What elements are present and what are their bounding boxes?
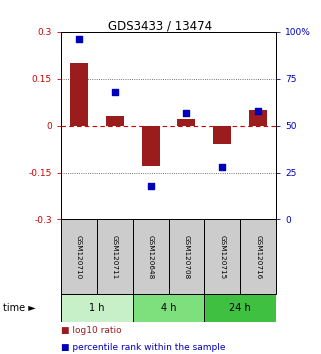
- Bar: [133, 219, 169, 294]
- Text: ■ percentile rank within the sample: ■ percentile rank within the sample: [61, 343, 225, 352]
- Bar: [178, 119, 195, 126]
- Bar: [61, 294, 133, 322]
- Text: GSM120715: GSM120715: [219, 234, 225, 279]
- Point: [112, 89, 117, 95]
- Text: 4 h: 4 h: [161, 303, 176, 313]
- Point: [148, 183, 153, 189]
- Bar: [204, 294, 276, 322]
- Bar: [240, 219, 276, 294]
- Text: 1 h: 1 h: [89, 303, 105, 313]
- Text: GSM120711: GSM120711: [112, 234, 118, 279]
- Bar: [70, 63, 88, 126]
- Bar: [97, 219, 133, 294]
- Bar: [106, 116, 124, 126]
- Bar: [133, 294, 204, 322]
- Text: GSM120708: GSM120708: [183, 234, 189, 279]
- Text: GSM120710: GSM120710: [76, 234, 82, 279]
- Bar: [213, 126, 231, 144]
- Point: [220, 164, 225, 170]
- Bar: [249, 110, 267, 126]
- Text: GSM120648: GSM120648: [148, 234, 154, 279]
- Text: GDS3433 / 13474: GDS3433 / 13474: [108, 19, 213, 33]
- Bar: [169, 219, 204, 294]
- Point: [184, 110, 189, 115]
- Point: [76, 36, 82, 42]
- Text: GSM120716: GSM120716: [255, 234, 261, 279]
- Text: 24 h: 24 h: [229, 303, 251, 313]
- Text: ■ log10 ratio: ■ log10 ratio: [61, 326, 122, 335]
- Bar: [142, 126, 160, 166]
- Text: time ►: time ►: [3, 303, 36, 313]
- Point: [256, 108, 261, 114]
- Bar: [61, 219, 97, 294]
- Bar: [204, 219, 240, 294]
